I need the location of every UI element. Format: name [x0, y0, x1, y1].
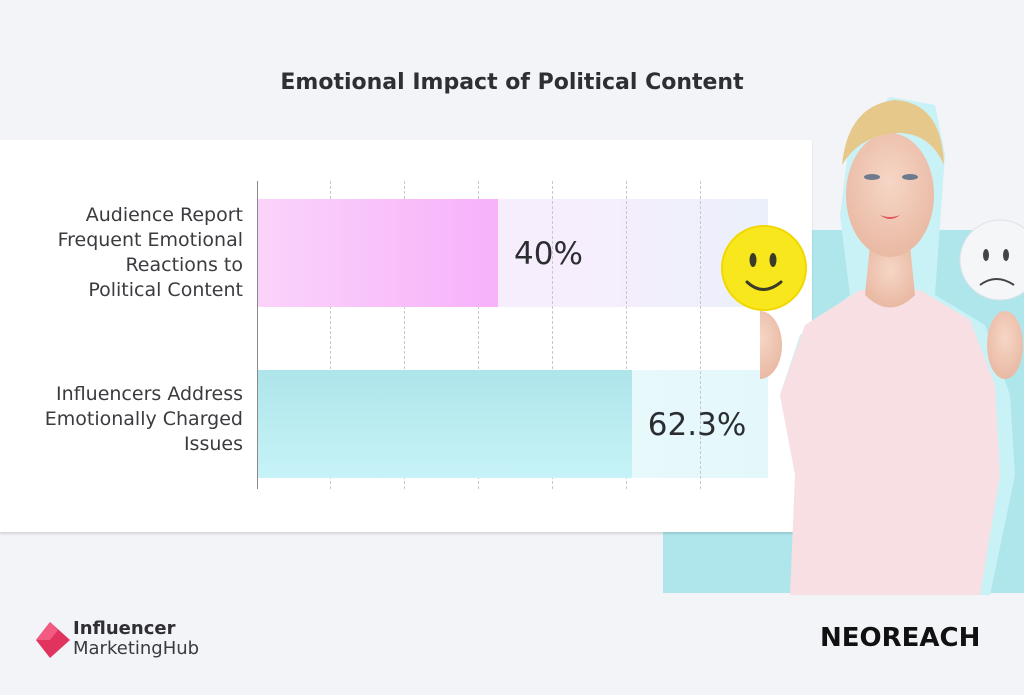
sad-face-icon [959, 219, 1024, 301]
person-eye [902, 174, 918, 180]
category-label-line: Influencers Address [56, 383, 243, 405]
influencer-marketing-hub-logo: Influencer MarketingHub [36, 618, 216, 662]
gridline [626, 181, 627, 489]
happy-face-disc [721, 225, 807, 311]
person-lips [880, 215, 900, 219]
happy-face-icon [721, 225, 807, 311]
person-neck [865, 245, 915, 308]
y-axis-line [257, 181, 258, 489]
sad-face-eye [983, 249, 989, 261]
value-label-1: 40% [514, 236, 583, 272]
category-label-line: Emotionally Charged [44, 408, 243, 430]
value-label-2: 62.3% [647, 407, 747, 443]
bar-influencers-address-issues [258, 370, 632, 478]
influencer-hub-logo-icon [36, 622, 70, 658]
gridline [700, 181, 701, 489]
gridline [552, 181, 553, 489]
logo-text-line2: MarketingHub [73, 638, 200, 659]
category-label-line: Frequent Emotional [57, 229, 243, 251]
category-label-line: Political Content [88, 279, 243, 301]
category-label-line: Audience Report [85, 204, 243, 226]
person-hair [842, 100, 944, 165]
bar-audience-emotional-reactions [258, 199, 498, 307]
happy-face-mouth [745, 280, 783, 291]
sad-face-mouth [979, 278, 1015, 286]
category-label-line: Issues [183, 433, 243, 455]
person-shirt [780, 290, 1000, 595]
person-face [846, 133, 934, 257]
gridline [404, 181, 405, 489]
happy-face-eye [749, 253, 757, 267]
happy-face-eye [769, 253, 777, 267]
person-eye [864, 174, 880, 180]
category-label-line: Reactions to [125, 254, 243, 276]
person-right-hand [987, 311, 1023, 379]
gridline [330, 181, 331, 489]
chart-title: Emotional Impact of Political Content [280, 70, 744, 95]
sad-face-eye [1003, 249, 1009, 261]
gridline [478, 181, 479, 489]
logo-text-line1: Influencer [73, 618, 176, 639]
neoreach-logo: NEOREACH [820, 623, 981, 653]
category-label-1: Audience Report Frequent Emotional React… [0, 203, 243, 303]
category-label-2: Influencers Address Emotionally Charged … [0, 382, 243, 457]
person-left-hand [760, 311, 782, 379]
person-photo-illustration [760, 97, 1024, 595]
